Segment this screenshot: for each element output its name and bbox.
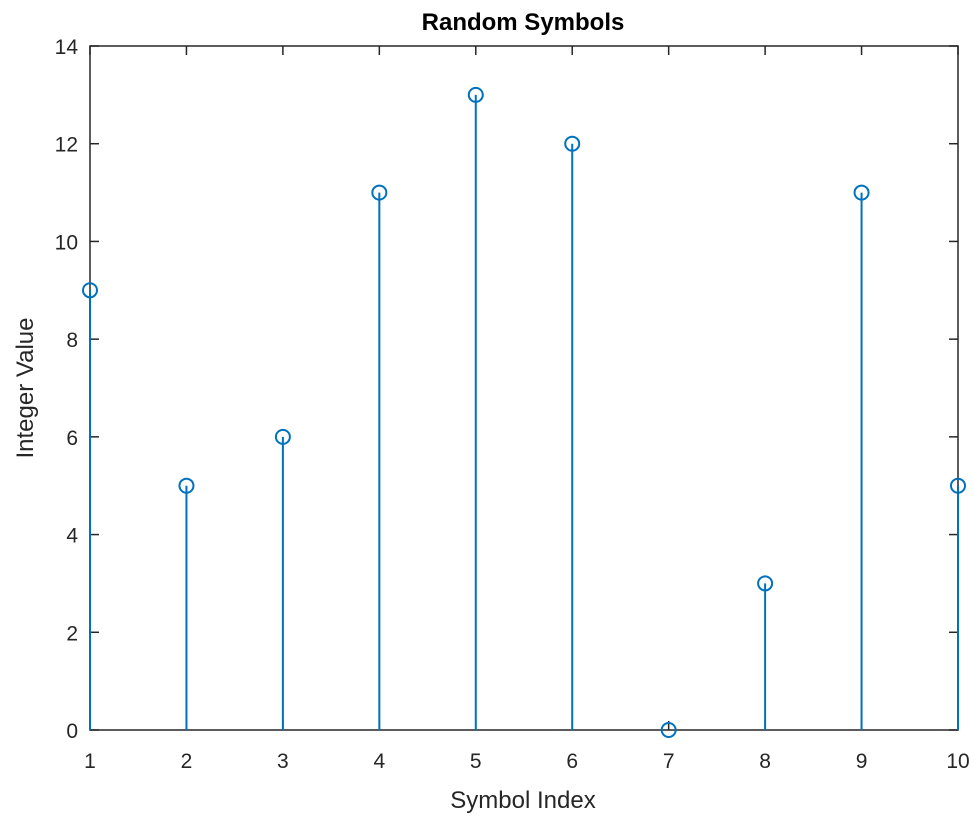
y-tick-label: 2 xyxy=(66,622,78,645)
data-series xyxy=(82,86,966,738)
x-tick-label: 3 xyxy=(277,750,289,773)
y-tick-label: 14 xyxy=(55,36,79,59)
y-tick-label: 10 xyxy=(55,231,78,254)
x-tick-label: 2 xyxy=(181,750,193,773)
y-tick-label: 6 xyxy=(66,427,78,450)
x-tick-label: 7 xyxy=(663,750,675,773)
stem-marker xyxy=(371,184,388,201)
x-axis-label: Symbol Index xyxy=(450,787,595,814)
stem-marker xyxy=(82,282,98,299)
x-tick-label: 8 xyxy=(759,750,771,773)
axes-box xyxy=(89,45,959,731)
x-tick-label: 4 xyxy=(373,750,385,773)
stem-marker xyxy=(467,86,484,103)
y-tick-label: 12 xyxy=(55,134,78,157)
stem-marker xyxy=(564,135,581,152)
y-axis-label: Integer Value xyxy=(12,318,39,459)
stem-marker xyxy=(950,477,966,494)
x-tick-label: 5 xyxy=(470,750,482,773)
chart-title: Random Symbols xyxy=(422,9,625,36)
stem-marker xyxy=(660,722,677,738)
y-tick-label: 4 xyxy=(66,525,78,548)
stem-marker xyxy=(757,575,774,592)
y-tick-label: 0 xyxy=(66,720,78,743)
axes-frame xyxy=(89,45,959,731)
x-tick-label: 6 xyxy=(566,750,578,773)
stem-marker xyxy=(274,428,291,445)
x-tick-label: 1 xyxy=(84,750,96,773)
y-axis: 0 2 4 6 8 10 12 14 xyxy=(55,36,958,743)
stem-marker xyxy=(853,184,870,201)
x-tick-label: 10 xyxy=(946,750,969,773)
y-tick-label: 8 xyxy=(66,329,78,352)
stem-marker xyxy=(178,477,195,494)
x-tick-label: 9 xyxy=(856,750,868,773)
